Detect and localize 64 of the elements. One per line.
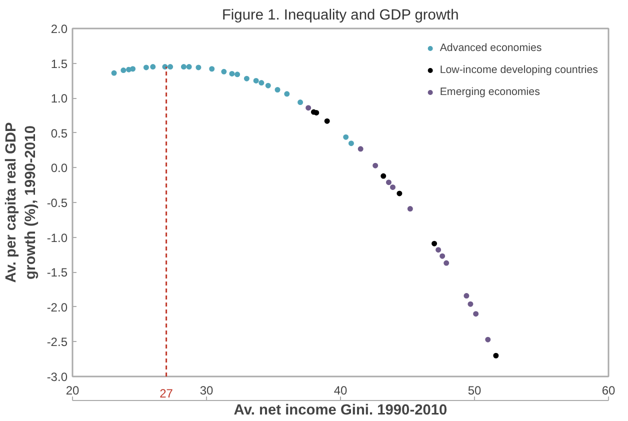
legend-label: Advanced economies — [440, 42, 542, 54]
point — [444, 260, 450, 266]
point — [464, 293, 470, 299]
point — [284, 91, 290, 97]
x-tick-label: 30 — [200, 384, 214, 398]
legend-label: Emerging economies — [440, 86, 540, 98]
point — [143, 64, 149, 70]
x-tick-label: 50 — [468, 384, 482, 398]
point — [440, 253, 446, 259]
y-tick-label: -2.5 — [46, 335, 68, 350]
y-tick-label: -1.0 — [46, 230, 68, 245]
y-tick-label: -0.5 — [46, 196, 68, 210]
point — [396, 190, 402, 196]
point — [111, 70, 117, 76]
y-tick-label: 1.5 — [50, 56, 68, 71]
point — [348, 140, 354, 146]
y-tick-label: 0.0 — [50, 161, 68, 176]
point — [485, 336, 491, 342]
point — [244, 76, 250, 82]
point — [180, 64, 186, 70]
x-axis-title: Av. net income Gini. 1990-2010 — [234, 402, 448, 418]
point — [253, 78, 259, 84]
y-tick-label: 2.0 — [50, 22, 68, 36]
point — [258, 80, 264, 86]
point — [120, 68, 126, 74]
y-axis-title: Av. per capita real GDP growth (%), 1990-2010 — [4, 122, 39, 283]
point — [493, 352, 499, 358]
point — [221, 68, 227, 74]
y-tick-label: -3.0 — [46, 370, 68, 384]
x-tick-label: 20 — [66, 384, 80, 398]
point — [468, 301, 474, 307]
y-tick-label: 1.0 — [50, 92, 68, 106]
point — [324, 118, 330, 124]
x-tick-label: 40 — [334, 384, 348, 398]
ref-line-label: 27 — [160, 386, 174, 400]
point — [130, 66, 136, 72]
point — [358, 146, 364, 152]
point — [372, 162, 378, 168]
point — [343, 134, 349, 140]
point — [386, 180, 392, 186]
point — [380, 173, 386, 179]
x-tick-label: 60 — [602, 384, 616, 398]
point — [407, 206, 413, 212]
point — [473, 311, 479, 317]
point — [209, 66, 215, 72]
point — [390, 184, 396, 190]
point — [265, 82, 271, 88]
point — [432, 240, 438, 246]
point — [234, 72, 240, 78]
y-tick-label: -2.0 — [46, 300, 68, 314]
y-tick-label: 0.5 — [50, 126, 68, 140]
point — [274, 87, 280, 92]
point — [168, 64, 174, 70]
point — [150, 64, 156, 70]
legend-label: Low-income developing countries — [440, 64, 598, 76]
point — [306, 105, 312, 111]
point — [436, 247, 442, 253]
y-tick-label: -1.5 — [46, 266, 68, 280]
point — [298, 100, 304, 106]
point — [186, 64, 192, 70]
point — [229, 70, 235, 76]
point — [314, 110, 320, 116]
point — [196, 64, 202, 70]
chart-title: Figure 1. Inequality and GDP growth — [222, 8, 459, 24]
